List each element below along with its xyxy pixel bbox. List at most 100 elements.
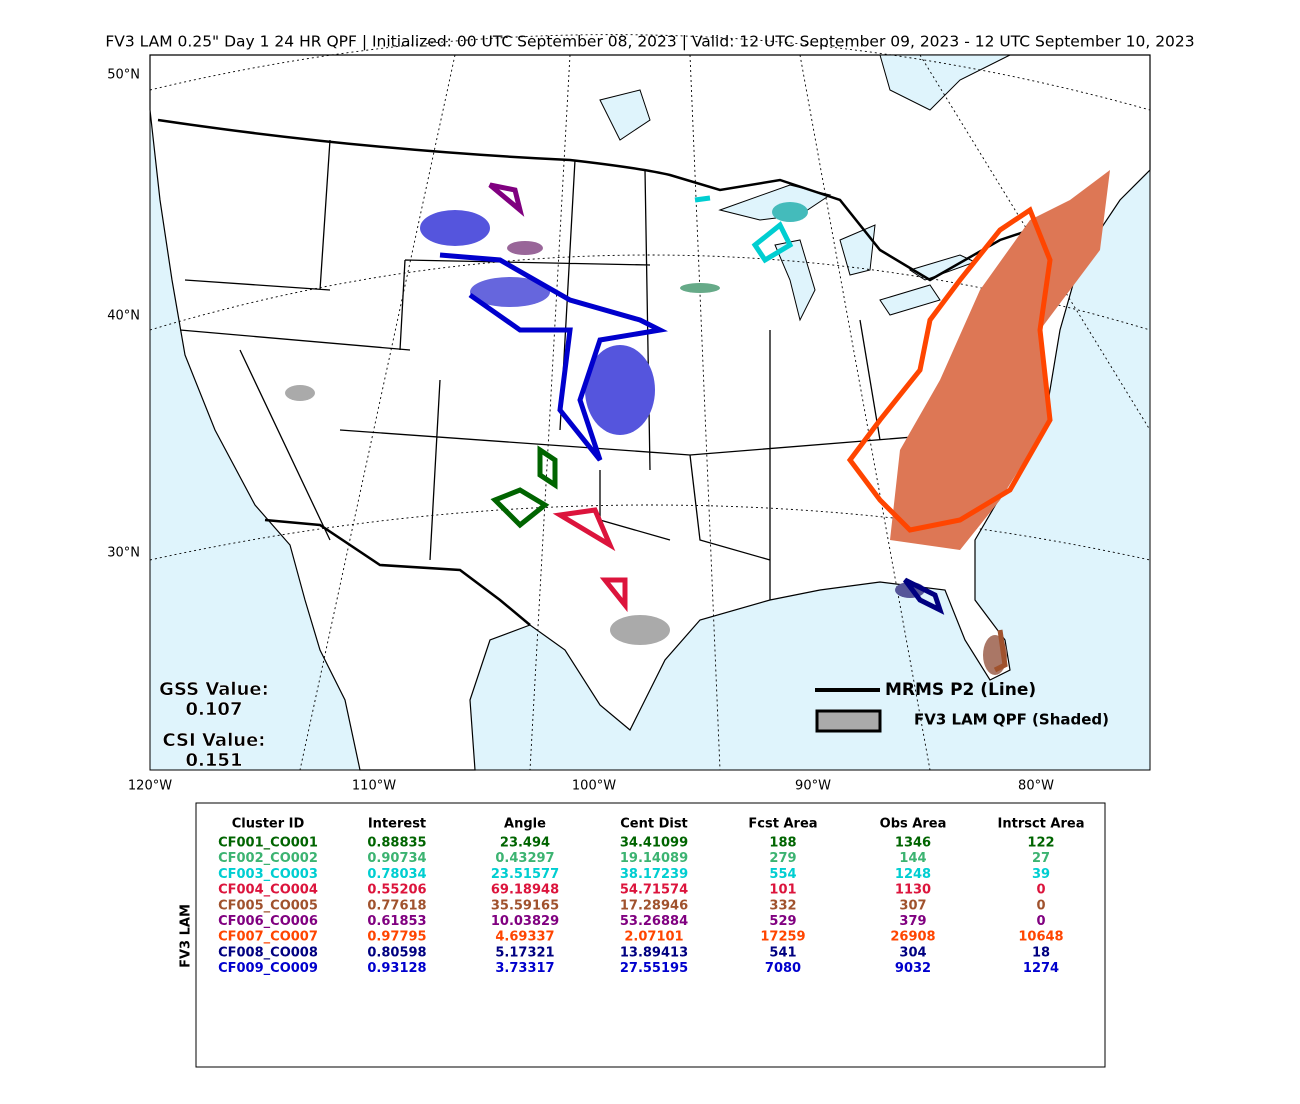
- map: [149, 34, 1151, 771]
- table-side-label: FV3 LAM: [179, 904, 194, 968]
- table-cell: CF009_CO009: [218, 961, 318, 976]
- table-cell: 5.17321: [495, 945, 554, 960]
- table-cell: 101: [769, 883, 796, 898]
- legend-shaded-label: FV3 LAM QPF (Shaded): [914, 711, 1109, 729]
- table-cell: 144: [899, 851, 926, 866]
- table-header: Cent Dist: [620, 817, 688, 832]
- table-cell: 0: [1036, 883, 1045, 898]
- table-cell: 39: [1032, 867, 1050, 882]
- table-cell: 304: [899, 945, 926, 960]
- table-cell: 554: [769, 867, 796, 882]
- legend: MRMS P2 (Line) FV3 LAM QPF (Shaded): [815, 680, 1109, 733]
- table-cell: 19.14089: [620, 851, 688, 866]
- table-cell: 1130: [895, 883, 931, 898]
- table-cell: 0: [1036, 898, 1045, 913]
- table-header: Obs Area: [880, 817, 947, 832]
- table-cell: 0.78034: [367, 867, 426, 882]
- csi-label: CSI Value:: [163, 730, 266, 751]
- table-cell: 307: [899, 898, 926, 913]
- lat-label: 30°N: [107, 546, 140, 561]
- lon-label: 100°W: [572, 779, 616, 794]
- table-cell: CF008_CO008: [218, 945, 318, 960]
- great-lakes: [718, 184, 977, 322]
- table-cell: 0.61853: [367, 914, 426, 929]
- table-cell: 27.55195: [620, 961, 688, 976]
- qpf-shaded: [285, 170, 1110, 675]
- table-header: Fcst Area: [748, 817, 817, 832]
- table-cell: 379: [899, 914, 926, 929]
- table-cell: 332: [769, 898, 796, 913]
- table-cell: 23.494: [500, 836, 550, 851]
- borders: [157, 118, 1101, 626]
- legend-swatch: [815, 709, 882, 733]
- table-cell: CF004_CO004: [218, 883, 318, 898]
- lake-winnipeg: [599, 89, 651, 141]
- table-cell: 38.17239: [620, 867, 688, 882]
- table-header: Interest: [368, 817, 426, 832]
- table-frame: [195, 802, 1106, 1068]
- table-cell: 2.07101: [624, 930, 683, 945]
- lat-label: 50°N: [107, 68, 140, 83]
- table-cell: CF005_CO005: [218, 898, 318, 913]
- table-cell: CF001_CO001: [218, 836, 318, 851]
- table-cell: 122: [1027, 836, 1054, 851]
- graticule: [149, 34, 1151, 771]
- table-cell: 1274: [1023, 961, 1059, 976]
- table-header: Cluster ID: [232, 817, 305, 832]
- table-cell: 54.71574: [620, 883, 688, 898]
- table-cell: 34.41099: [620, 836, 688, 851]
- table-cell: 17259: [760, 930, 805, 945]
- table-cell: 0: [1036, 914, 1045, 929]
- table-cell: 0.97795: [367, 930, 426, 945]
- csi-value: 0.151: [186, 750, 243, 771]
- table-cell: 10648: [1018, 930, 1063, 945]
- table-cell: 279: [769, 851, 796, 866]
- table-cell: CF006_CO006: [218, 914, 318, 929]
- table-cell: 188: [769, 836, 796, 851]
- table-cell: 35.59165: [491, 898, 559, 913]
- table-cell: 0.88835: [367, 836, 426, 851]
- legend-line-label: MRMS P2 (Line): [885, 680, 1036, 700]
- mrms-outlines: [439, 182, 1053, 673]
- table-cell: 529: [769, 914, 796, 929]
- scores: GSS Value: 0.107 CSI Value: 0.151: [159, 679, 269, 772]
- table-cell: CF002_CO002: [218, 851, 318, 866]
- table-cell: 26908: [890, 930, 935, 945]
- table-cell: 1346: [895, 836, 931, 851]
- table-cell: 53.26884: [620, 914, 688, 929]
- lat-label: 40°N: [107, 309, 140, 324]
- table-cell: 0.80598: [367, 945, 426, 960]
- table-cell: 0.93128: [367, 961, 426, 976]
- table-cell: 541: [769, 945, 796, 960]
- table-cell: 0.43297: [495, 851, 554, 866]
- table-cell: 18: [1032, 945, 1050, 960]
- table-cell: 0.90734: [367, 851, 426, 866]
- table: Cluster ID Interest Angle Cent Dist Fcst Are…: [218, 817, 1084, 977]
- lon-label: 80°W: [1018, 779, 1054, 794]
- table-cell: 13.89413: [620, 945, 688, 960]
- gss-value: 0.107: [186, 699, 243, 720]
- table-cell: CF007_CO007: [218, 930, 318, 945]
- lon-label: 90°W: [795, 779, 831, 794]
- lon-label: 110°W: [352, 779, 396, 794]
- table-cell: 10.03829: [491, 914, 559, 929]
- title: FV3 LAM 0.25" Day 1 24 HR QPF | Initiali…: [105, 33, 1194, 51]
- table-cell: 1248: [895, 867, 931, 882]
- table-header: Intrsct Area: [998, 817, 1085, 832]
- table-cell: 0.55206: [367, 883, 426, 898]
- table-cell: 23.51577: [491, 867, 559, 882]
- table-cell: 17.28946: [620, 898, 688, 913]
- table-cell: 4.69337: [495, 930, 554, 945]
- map-frame: [149, 54, 1151, 771]
- table-cell: 0.77618: [367, 898, 426, 913]
- table-cell: 69.18948: [491, 883, 559, 898]
- table-header: Angle: [504, 817, 546, 832]
- lon-label: 120°W: [128, 779, 172, 794]
- table-cell: 27: [1032, 851, 1050, 866]
- table-cell: 7080: [765, 961, 801, 976]
- table-cell: 3.73317: [495, 961, 554, 976]
- table-cell: CF003_CO003: [218, 867, 318, 882]
- table-cell: 9032: [895, 961, 931, 976]
- gss-label: GSS Value:: [159, 679, 269, 700]
